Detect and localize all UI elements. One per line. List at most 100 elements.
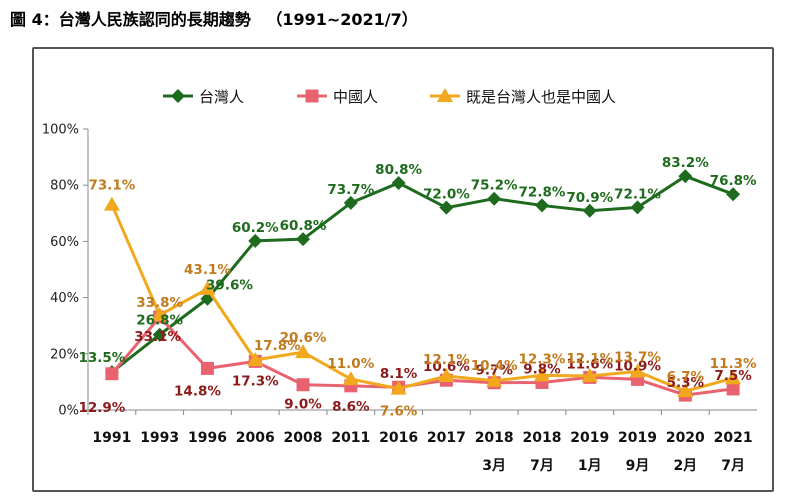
x-tick-label: 2021 — [714, 430, 753, 446]
series-chinese-data-label: 12.9% — [78, 400, 125, 416]
series-taiwanese-point — [343, 195, 358, 210]
series-taiwanese-point — [726, 187, 741, 202]
series-taiwanese-data-label: 72.8% — [519, 184, 566, 200]
series-chinese-data-label: 7.5% — [714, 368, 752, 384]
series-both-data-label: 13.7% — [614, 350, 661, 366]
series-both-data-label: 6.7% — [667, 369, 705, 385]
series-both-data-label: 11.0% — [327, 356, 374, 372]
series-both-point — [199, 280, 216, 295]
x-tick-label: 1991 — [92, 430, 131, 446]
x-tick-label: 2018 — [522, 430, 561, 446]
series-chinese-data-label: 17.3% — [232, 373, 279, 389]
series-chinese-data-label: 14.8% — [174, 383, 221, 399]
series-both-data-label: 10.4% — [471, 358, 518, 374]
series-both-data-label: 73.1% — [88, 178, 135, 194]
series-chinese-data-label: 9.8% — [523, 361, 561, 377]
legend-chinese-label: 中國人 — [333, 88, 378, 106]
series-both-data-label: 12.1% — [423, 352, 470, 368]
figure-period: （1991~2021/7） — [266, 10, 418, 29]
series-taiwanese-point — [487, 191, 502, 206]
figure-number: 圖 4： — [10, 10, 59, 29]
series-both-point — [438, 367, 455, 382]
x-tick-sublabel: 7月 — [721, 458, 745, 474]
series-chinese-point — [726, 382, 740, 396]
series-taiwanese-data-label: 26.8% — [136, 313, 183, 329]
series-taiwanese-point — [582, 203, 597, 218]
x-tick-label: 2017 — [427, 430, 466, 446]
x-tick-label: 1996 — [188, 430, 227, 446]
series-both-data-label: 11.3% — [710, 356, 757, 372]
series-both-point — [390, 380, 407, 395]
legend-taiwanese-marker — [171, 89, 185, 103]
x-tick-label: 1993 — [140, 430, 179, 446]
series-both-point — [629, 363, 646, 378]
series-taiwanese-data-label: 72.0% — [423, 187, 470, 203]
x-tick-sublabel: 7月 — [530, 458, 554, 474]
series-both-point — [677, 383, 694, 398]
x-tick-label: 2011 — [331, 430, 370, 446]
series-both-point — [581, 367, 598, 382]
series-chinese-data-label: 5.3% — [667, 375, 705, 391]
y-tick-label: 0% — [58, 404, 79, 419]
series-both-point — [151, 307, 168, 322]
series-chinese-point — [296, 378, 310, 392]
series-taiwanese-point — [439, 200, 454, 215]
legend-both-marker — [437, 88, 453, 102]
series-both-point — [103, 196, 120, 211]
series-both-point — [533, 367, 550, 382]
series-taiwanese-point — [391, 175, 406, 190]
x-tick-label: 2016 — [379, 430, 418, 446]
series-both-data-label: 33.8% — [136, 295, 183, 311]
series-taiwanese-data-label: 75.2% — [471, 178, 518, 194]
series-chinese-data-label: 8.1% — [380, 366, 418, 382]
y-tick-label: 80% — [50, 179, 79, 194]
x-tick-sublabel: 9月 — [626, 458, 650, 474]
series-taiwanese-data-label: 39.6% — [206, 278, 253, 294]
x-tick-label: 2006 — [236, 430, 275, 446]
series-taiwanese-point — [248, 233, 263, 248]
legend-both-label: 既是台灣人也是中國人 — [466, 88, 616, 106]
series-taiwanese-point — [152, 327, 167, 342]
series-chinese-data-label: 10.6% — [423, 359, 470, 375]
series-both-point — [247, 351, 264, 366]
series-taiwanese-point — [296, 232, 311, 247]
x-tick-label: 2019 — [618, 430, 657, 446]
figure-title: 圖 4：台灣人民族認同的長期趨勢 （1991~2021/7） — [10, 6, 418, 30]
series-both-point — [486, 372, 503, 387]
figure-title-text: 台灣人民族認同的長期趨勢 — [58, 10, 251, 29]
y-tick-label: 60% — [50, 235, 79, 250]
series-chinese-data-label: 9.7% — [475, 363, 513, 379]
legend-chinese-marker — [305, 89, 319, 103]
y-tick-label: 20% — [50, 347, 79, 362]
series-both-point — [342, 371, 359, 386]
series-taiwanese-data-label: 73.7% — [327, 182, 374, 198]
series-both-data-label: 20.6% — [280, 330, 327, 346]
series-taiwanese-point — [678, 169, 693, 184]
series-chinese-point — [200, 361, 214, 375]
x-tick-label: 2019 — [570, 430, 609, 446]
series-chinese-data-label: 10.9% — [614, 358, 661, 374]
series-taiwanese-point — [630, 200, 645, 215]
x-tick-sublabel: 3月 — [482, 458, 506, 474]
series-taiwanese-data-label: 83.2% — [662, 155, 709, 171]
x-tick-sublabel: 1月 — [578, 458, 602, 474]
series-both-data-label: 17.8% — [254, 338, 301, 354]
series-taiwanese-point — [534, 198, 549, 213]
chart-frame — [32, 47, 774, 492]
series-both-point — [725, 370, 742, 385]
series-both-line — [110, 203, 734, 393]
series-taiwanese-line — [110, 174, 734, 374]
series-taiwanese-data-label: 60.2% — [232, 220, 279, 236]
series-taiwanese-data-label: 76.8% — [710, 173, 757, 189]
series-taiwanese-data-label: 70.9% — [566, 190, 613, 206]
series-taiwanese-data-label: 72.1% — [614, 186, 661, 202]
series-chinese-data-label: 33.1% — [134, 329, 181, 345]
series-both-data-label: 12.3% — [519, 351, 566, 367]
y-tick-label: 100% — [42, 123, 79, 138]
x-tick-label: 2020 — [666, 430, 705, 446]
legend-taiwanese-label: 台灣人 — [199, 88, 244, 106]
series-taiwanese-data-label: 60.8% — [280, 218, 327, 234]
y-tick-label: 40% — [50, 291, 79, 306]
series-taiwanese-data-label: 80.8% — [375, 162, 422, 178]
